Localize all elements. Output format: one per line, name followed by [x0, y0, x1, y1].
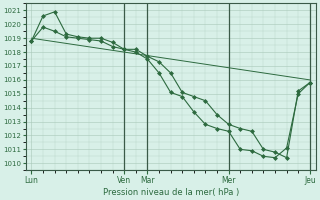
X-axis label: Pression niveau de la mer( hPa ): Pression niveau de la mer( hPa )	[102, 188, 239, 197]
